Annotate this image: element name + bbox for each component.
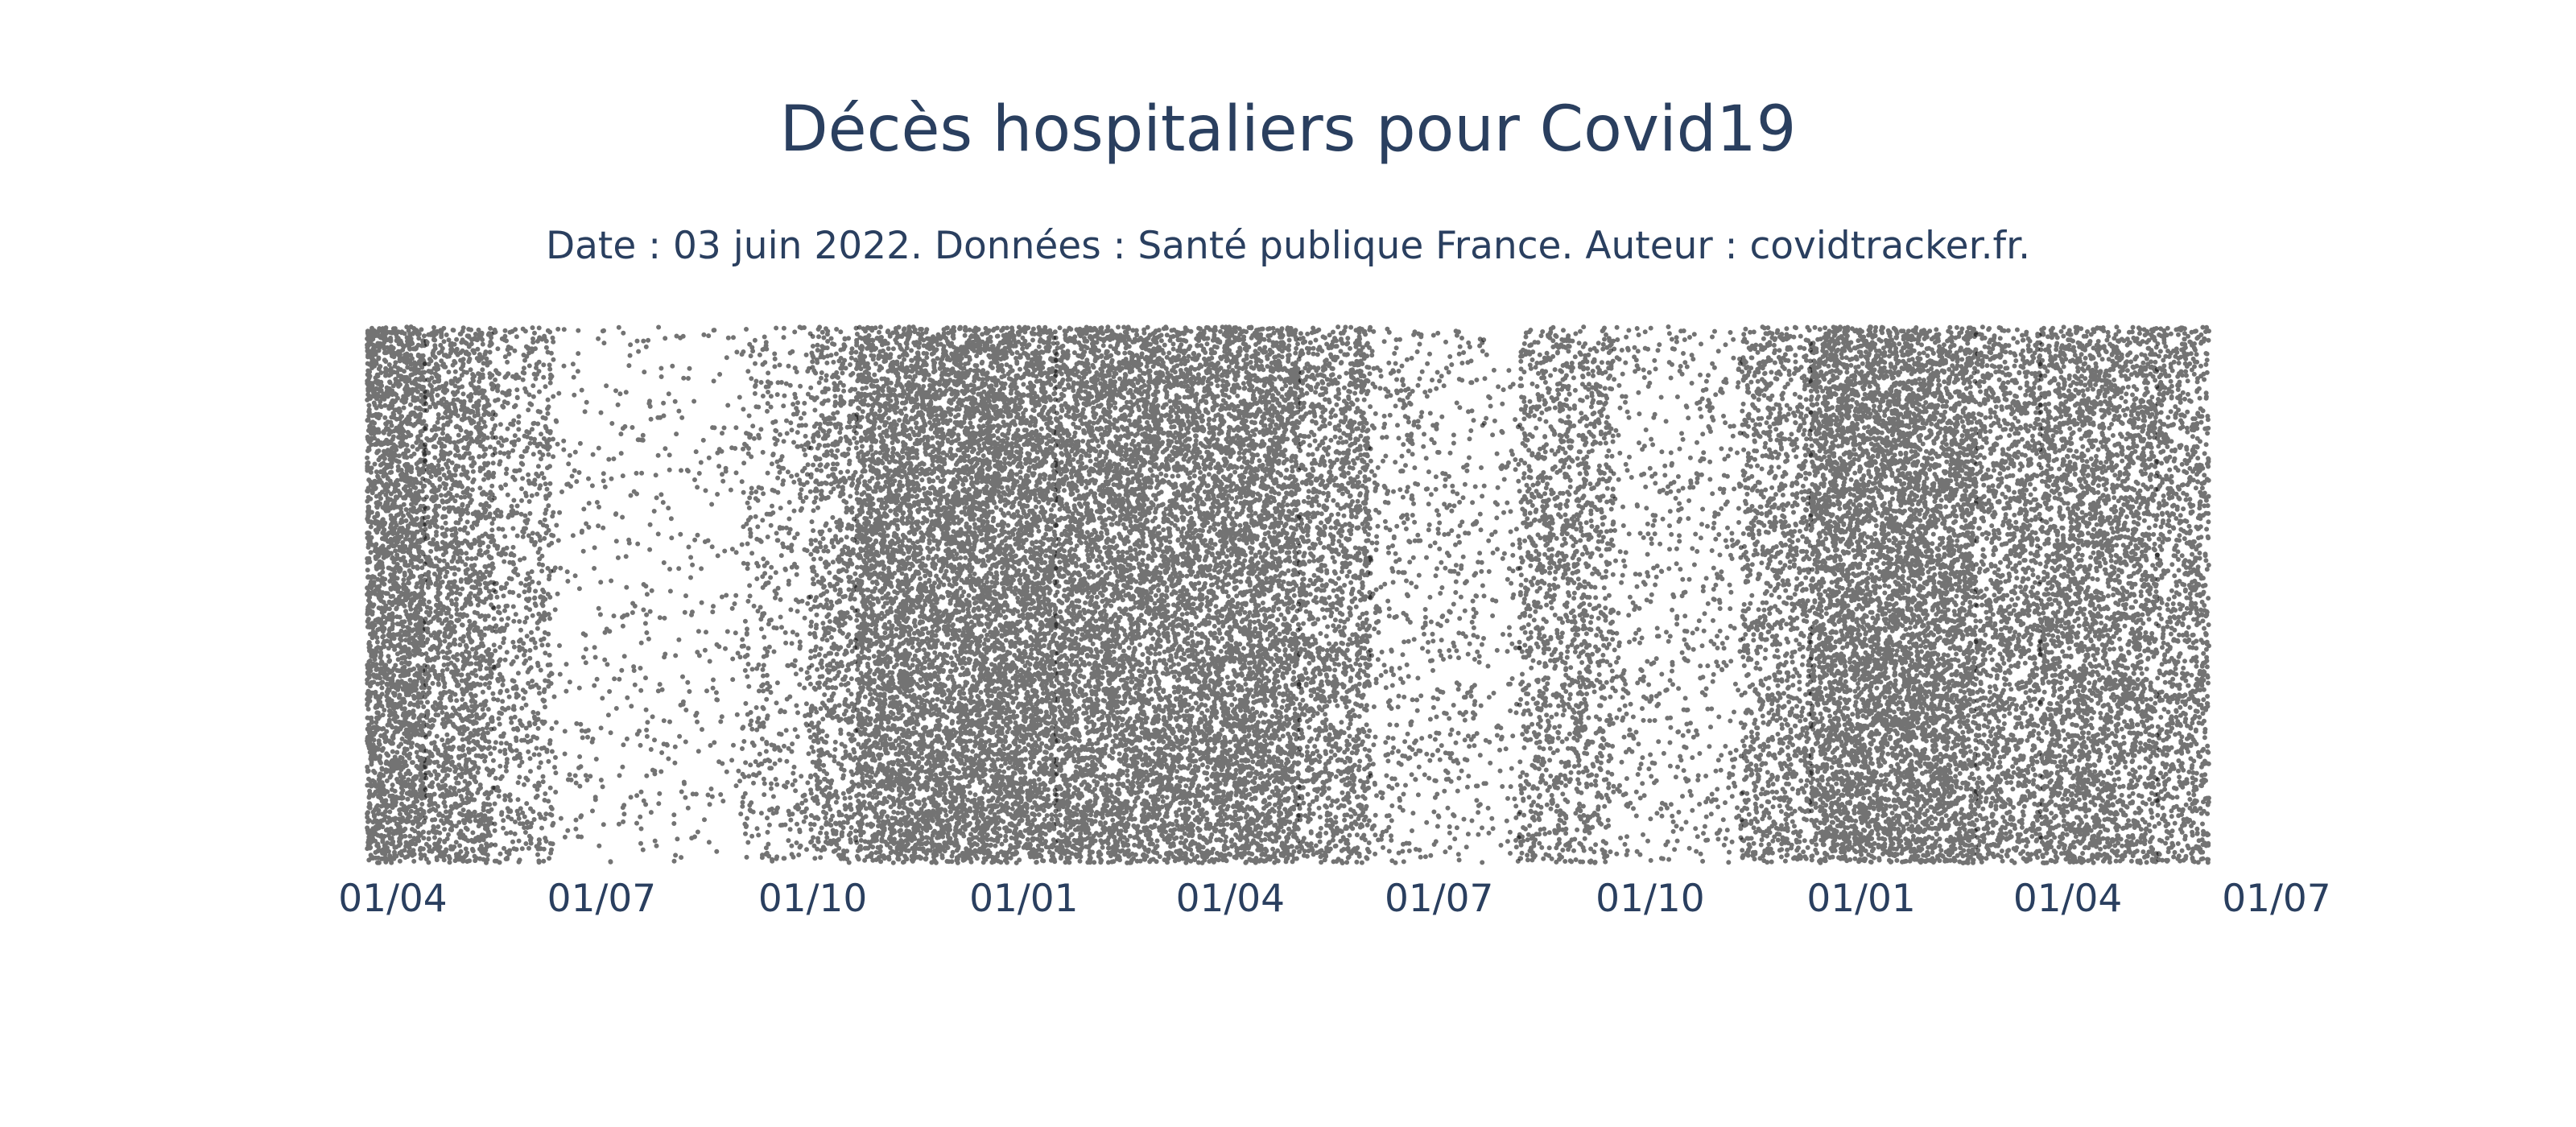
scatter-points-period-10 <box>1480 337 1522 864</box>
scatter-points-period-2 <box>491 325 556 865</box>
plot-area <box>365 324 2211 866</box>
scatter-point-marks <box>1480 337 1522 864</box>
scatter-points-period-14 <box>1808 324 1979 866</box>
scatter-points-period-0 <box>365 324 427 865</box>
scatter-points-period-17 <box>2154 324 2211 865</box>
scatter-point-marks <box>807 324 859 865</box>
scatter-point-marks <box>422 324 497 865</box>
scatter-point-marks <box>1053 324 1302 865</box>
scatter-point-marks <box>491 325 556 865</box>
scatter-point-marks <box>853 324 1059 865</box>
scatter-points-period-15 <box>1973 324 2043 865</box>
x-tick-label: 01/07 <box>1385 877 1493 921</box>
x-tick-label: 01/04 <box>338 877 447 921</box>
scatter-points-period-5 <box>807 324 859 865</box>
scatter-points-period-8 <box>1296 324 1373 866</box>
scatter-point-marks <box>1973 324 2043 865</box>
x-tick-label: 01/04 <box>2013 877 2122 921</box>
scatter-point-marks <box>1739 324 1814 865</box>
scatter-point-marks <box>1517 324 1616 865</box>
scatter-point-marks <box>2154 324 2211 865</box>
scatter-point-marks <box>1368 326 1485 865</box>
x-axis: 01/04 01/07 01/10 01/01 01/04 01/07 01/10 01/01… <box>338 877 2330 921</box>
scatter-point-marks <box>365 324 427 865</box>
scatter-points-period-11 <box>1517 324 1616 865</box>
chart-title: Décès hospitaliers pour Covid19 <box>779 93 1797 166</box>
scatter-points-period-9 <box>1368 326 1485 865</box>
x-tick-label: 01/10 <box>758 877 867 921</box>
scatter-points-period-6 <box>853 324 1059 865</box>
scatter-points-period-1 <box>422 324 497 865</box>
x-tick-label: 01/01 <box>1806 877 1915 921</box>
chart-subtitle: Date : 03 juin 2022. Données : Santé pub… <box>545 224 2031 268</box>
x-tick-label: 01/07 <box>2222 877 2330 921</box>
scatter-point-marks <box>551 324 744 865</box>
scatter-points-period-4 <box>739 324 813 864</box>
scatter-points-period-13 <box>1739 324 1814 865</box>
scatter-point-marks <box>1296 324 1373 866</box>
scatter-point-marks <box>739 324 813 864</box>
scatter-points-period-12 <box>1611 324 1744 865</box>
x-tick-label: 01/10 <box>1596 877 1704 921</box>
scatter-points-period-7 <box>1053 324 1302 865</box>
scatter-point-marks <box>1611 324 1744 865</box>
scatter-point-marks <box>2037 324 2160 865</box>
scatter-points-period-3 <box>551 324 744 865</box>
x-tick-label: 01/07 <box>547 877 656 921</box>
scatter-points-period-16 <box>2037 324 2160 865</box>
scatter-point-marks <box>1808 324 1979 866</box>
x-tick-label: 01/04 <box>1176 877 1285 921</box>
x-tick-label: 01/01 <box>969 877 1078 921</box>
